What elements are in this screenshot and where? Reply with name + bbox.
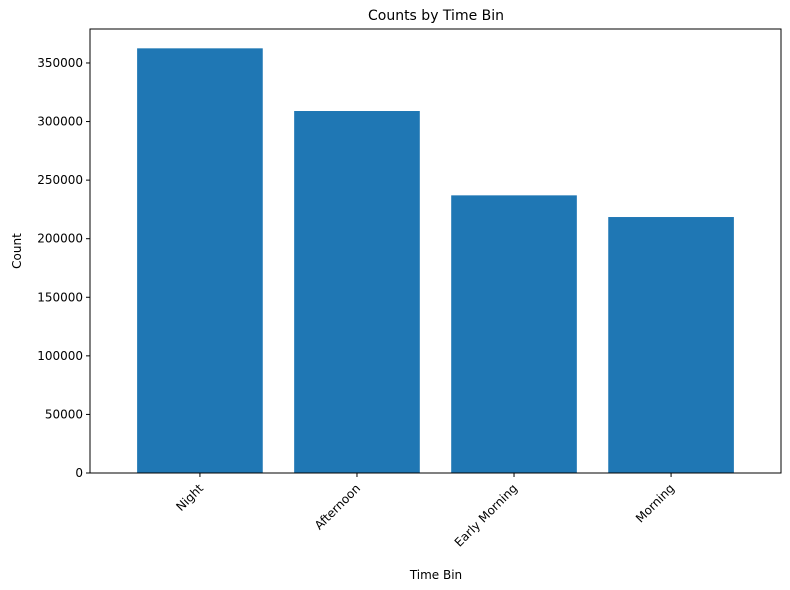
- x-tick-label: Afternoon: [312, 481, 363, 532]
- y-tick-label: 50000: [45, 407, 83, 421]
- bar: [608, 217, 734, 473]
- x-tick-label: Night: [173, 481, 206, 514]
- y-tick-label: 0: [75, 466, 83, 480]
- x-axis-ticks: Night Afternoon Early Morning Morning: [173, 473, 677, 550]
- y-tick-label: 300000: [37, 115, 83, 129]
- bar: [137, 48, 263, 473]
- bars-group: [137, 48, 734, 473]
- bar: [294, 111, 420, 473]
- y-tick-label: 350000: [37, 56, 83, 70]
- y-tick-label: 100000: [37, 349, 83, 363]
- x-tick-label: Morning: [633, 481, 677, 525]
- y-tick-label: 150000: [37, 290, 83, 304]
- x-tick-label: Early Morning: [452, 481, 520, 549]
- y-axis-ticks: 0 50000 100000 150000 200000 250000 300000 3500…: [37, 56, 90, 480]
- x-axis-label: Time Bin: [409, 568, 462, 582]
- bar: [451, 195, 577, 473]
- chart-title: Counts by Time Bin: [368, 8, 504, 24]
- plot-frame: [89, 28, 782, 474]
- y-axis-label: Count: [10, 233, 24, 269]
- y-tick-label: 250000: [37, 173, 83, 187]
- y-tick-label: 200000: [37, 232, 83, 246]
